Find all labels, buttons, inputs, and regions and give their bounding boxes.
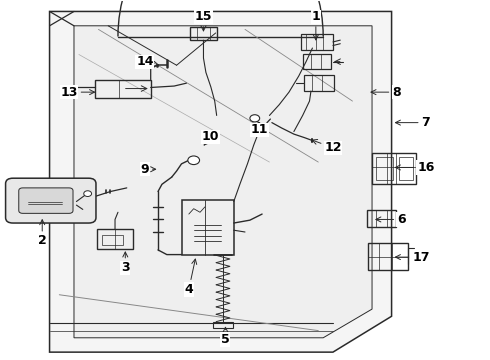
Circle shape [84,191,92,197]
Text: 12: 12 [312,139,342,154]
Bar [102,234,123,245]
Text: 3: 3 [121,252,129,274]
Text: 16: 16 [395,161,435,174]
Bar [372,153,416,184]
Text: 2: 2 [38,220,47,247]
Text: 17: 17 [395,251,430,264]
Text: 11: 11 [251,123,269,136]
FancyBboxPatch shape [19,188,73,213]
Bar [399,157,413,180]
Polygon shape [74,26,372,338]
Bar [301,34,333,50]
Text: 6: 6 [376,213,406,226]
Text: 10: 10 [202,130,220,145]
Text: 7: 7 [395,116,430,129]
Text: 13: 13 [60,86,95,99]
Polygon shape [49,12,392,352]
Text: 9: 9 [141,163,156,176]
Bar [182,200,234,255]
Bar [303,54,331,69]
Bar [376,157,393,180]
Bar [98,229,133,249]
Text: 5: 5 [221,327,230,346]
FancyBboxPatch shape [5,178,96,223]
Text: 8: 8 [371,86,401,99]
Text: 1: 1 [312,10,320,40]
Bar [95,80,151,98]
Circle shape [250,115,260,122]
Text: 14: 14 [136,55,158,68]
Bar [304,75,334,91]
Circle shape [188,156,199,165]
Bar [367,211,396,226]
Text: 15: 15 [195,10,212,31]
Text: 4: 4 [184,259,196,296]
Bar [213,321,233,328]
Bar [368,243,408,270]
Bar [190,27,217,40]
